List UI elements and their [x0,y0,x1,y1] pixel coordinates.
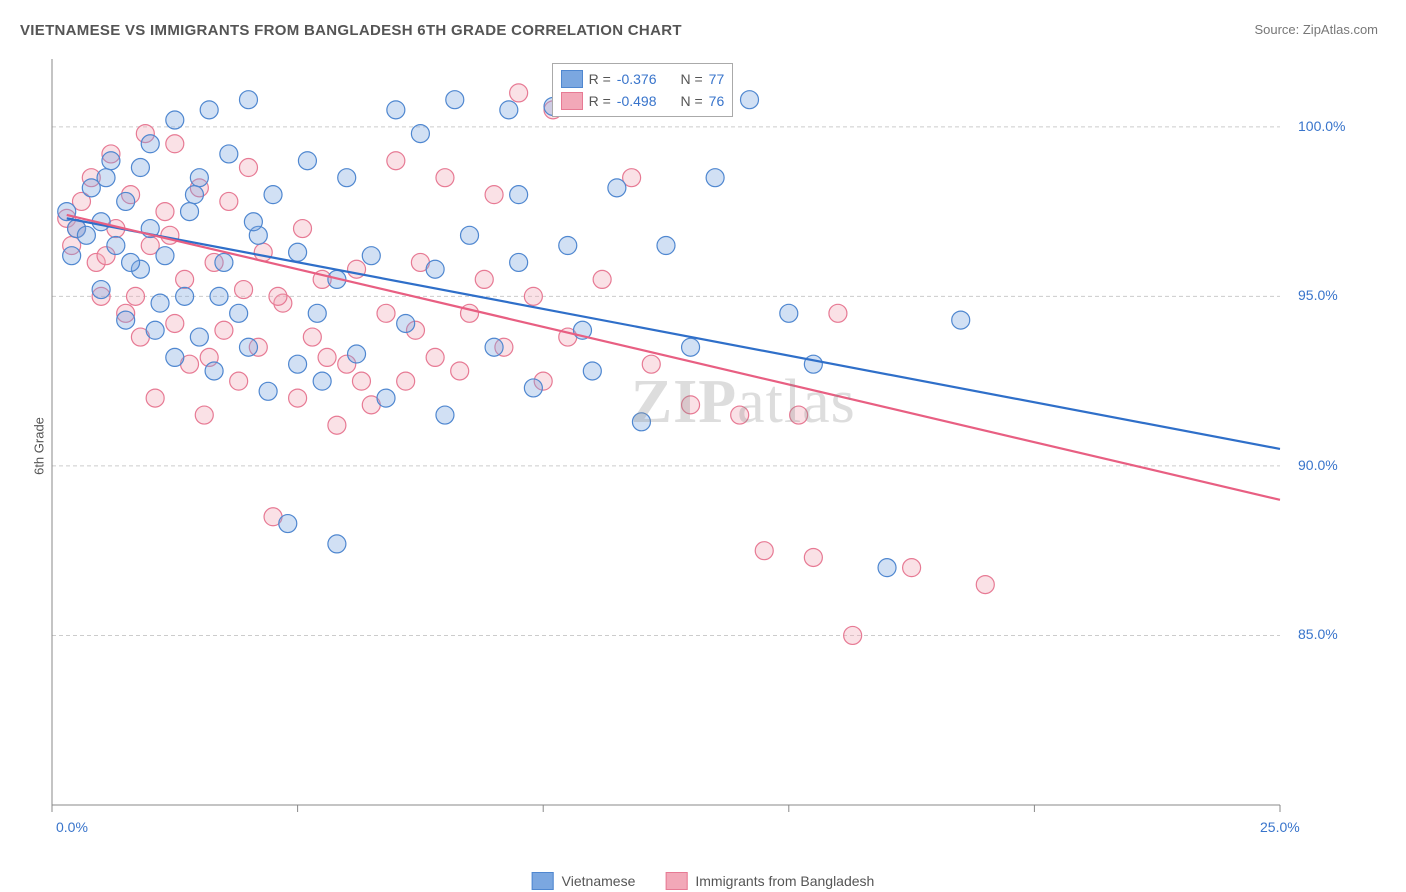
x-tick-label: 0.0% [56,819,88,835]
swatch-series-2 [561,92,583,110]
bottom-legend: Vietnamese Immigrants from Bangladesh [532,872,875,890]
y-tick-label: 100.0% [1298,118,1345,134]
legend-item-1: Vietnamese [532,872,636,890]
chart-container: VIETNAMESE VS IMMIGRANTS FROM BANGLADESH… [0,0,1406,892]
y-tick-label: 90.0% [1298,457,1338,473]
legend-item-2: Immigrants from Bangladesh [665,872,874,890]
y-tick-label: 95.0% [1298,287,1338,303]
stats-legend-box: R = -0.376 N = 77 R = -0.498 N = 76 [552,63,734,117]
swatch-bottom-2 [665,872,687,890]
source-label: Source: ZipAtlas.com [1254,22,1378,37]
chart-title: VIETNAMESE VS IMMIGRANTS FROM BANGLADESH… [20,22,682,39]
y-tick-label: 85.0% [1298,626,1338,642]
stats-row-2: R = -0.498 N = 76 [561,90,725,112]
swatch-series-1 [561,70,583,88]
plot-area: ZIPatlas R = -0.376 N = 77 R = -0.498 N … [50,55,1370,835]
x-tick-label: 25.0% [1260,819,1300,835]
y-axis-label: 6th Grade [31,417,46,475]
stats-row-1: R = -0.376 N = 77 [561,68,725,90]
swatch-bottom-1 [532,872,554,890]
chart-svg [50,55,1370,835]
